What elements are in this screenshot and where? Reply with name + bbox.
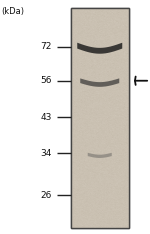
Polygon shape [77,43,122,54]
Text: 26: 26 [40,191,52,200]
Text: 72: 72 [40,42,52,51]
Text: (kDa): (kDa) [2,7,24,16]
Bar [70,8,129,228]
Bar [70,8,129,228]
Text: 43: 43 [40,113,52,121]
Text: 34: 34 [40,149,52,158]
Text: 56: 56 [40,76,52,85]
Polygon shape [88,153,112,158]
Polygon shape [80,78,119,87]
